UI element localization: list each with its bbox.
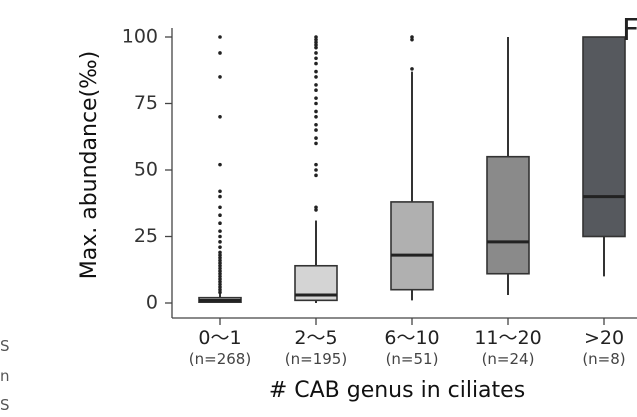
outlier-0-13 bbox=[218, 255, 222, 260]
box-0 bbox=[198, 35, 242, 304]
outlier-0-29 bbox=[218, 35, 222, 39]
outlier-0-27 bbox=[218, 75, 222, 79]
box-body-2 bbox=[390, 201, 434, 291]
x-tick-label-3: 11～20 bbox=[474, 327, 541, 349]
outlier-1-13 bbox=[314, 88, 318, 92]
outlier-0-28 bbox=[218, 51, 222, 55]
outlier-0-5 bbox=[218, 277, 222, 281]
outlier-1-7 bbox=[314, 128, 318, 132]
outlier-0-15 bbox=[218, 250, 222, 255]
outlier-1-3 bbox=[314, 168, 318, 172]
x-axis: 0～1(n=268) 2～5(n=195) 6～10(n=51) 11～20(n=24… bbox=[172, 317, 637, 368]
outlier-0-12 bbox=[218, 258, 222, 263]
outlier-0-14 bbox=[218, 253, 222, 257]
box-4 bbox=[582, 36, 626, 277]
boxes bbox=[198, 35, 626, 304]
outlier-1-18 bbox=[314, 56, 318, 61]
outlier-0-21 bbox=[218, 213, 222, 218]
outlier-1-4 bbox=[314, 162, 318, 167]
x-n-label-3: (n=24) bbox=[482, 350, 535, 368]
outlier-1-14 bbox=[314, 83, 318, 87]
outlier-2-0 bbox=[410, 67, 414, 71]
outlier-0-10 bbox=[218, 263, 222, 268]
outlier-1-12 bbox=[314, 96, 318, 100]
box-3 bbox=[486, 37, 530, 296]
outlier-1-6 bbox=[314, 136, 318, 140]
outlier-0-16 bbox=[218, 245, 222, 249]
y-tick-label-0: 0 bbox=[146, 292, 158, 314]
outlier-1-24 bbox=[314, 35, 318, 39]
outlier-0-17 bbox=[218, 240, 222, 244]
outlier-0-1 bbox=[218, 287, 222, 292]
box-2 bbox=[390, 35, 434, 301]
y-tick-label-3: 75 bbox=[134, 92, 158, 114]
outlier-2-2 bbox=[410, 35, 414, 39]
outlier-0-22 bbox=[218, 205, 222, 210]
outlier-0-8 bbox=[218, 269, 222, 273]
x-tick-label-2: 6～10 bbox=[384, 327, 439, 349]
y-tick-label-4: 100 bbox=[122, 26, 158, 48]
box-body-4 bbox=[582, 36, 626, 238]
outlier-1-9 bbox=[314, 115, 318, 119]
outlier-1-15 bbox=[314, 75, 318, 79]
outlier-1-23 bbox=[314, 37, 318, 42]
outlier-0-2 bbox=[218, 285, 222, 289]
x-axis-title: # CAB genus in ciliates bbox=[269, 378, 525, 403]
outlier-0-9 bbox=[218, 266, 222, 271]
outlier-1-1 bbox=[314, 205, 318, 210]
edge-text-2: n bbox=[0, 367, 10, 385]
box-1 bbox=[294, 35, 338, 303]
edge-text-3: S bbox=[0, 396, 10, 414]
outlier-2-1 bbox=[410, 37, 414, 42]
outlier-0-23 bbox=[218, 194, 222, 199]
y-tick-label-2: 50 bbox=[134, 159, 158, 181]
box-body-3 bbox=[486, 155, 530, 275]
outlier-0-7 bbox=[218, 271, 222, 276]
x-tick-label-1: 2～5 bbox=[294, 327, 337, 349]
outlier-1-17 bbox=[314, 61, 318, 66]
outlier-0-20 bbox=[218, 221, 222, 225]
outlier-1-21 bbox=[314, 43, 318, 47]
edge-text-1: S bbox=[0, 337, 10, 355]
outlier-1-19 bbox=[314, 51, 318, 55]
y-axis: 0 25 50 75 100 bbox=[122, 26, 173, 318]
outlier-0-25 bbox=[218, 162, 222, 167]
outlier-1-0 bbox=[314, 208, 318, 212]
x-n-label-1: (n=195) bbox=[285, 350, 347, 368]
outlier-1-10 bbox=[314, 109, 318, 114]
outlier-0-0 bbox=[218, 290, 222, 295]
outlier-1-11 bbox=[314, 101, 318, 106]
outlier-1-16 bbox=[314, 69, 318, 74]
outlier-1-20 bbox=[314, 45, 318, 50]
outlier-0-24 bbox=[218, 189, 222, 194]
x-n-label-0: (n=268) bbox=[189, 350, 251, 368]
outlier-1-22 bbox=[314, 40, 318, 45]
panel-letter: F bbox=[622, 13, 637, 48]
outlier-0-4 bbox=[218, 279, 222, 284]
outlier-0-6 bbox=[218, 274, 222, 279]
outlier-0-19 bbox=[218, 229, 222, 233]
outlier-0-26 bbox=[218, 115, 222, 119]
outlier-0-18 bbox=[218, 234, 222, 239]
outlier-1-5 bbox=[314, 141, 318, 146]
outlier-1-8 bbox=[314, 122, 318, 127]
outlier-1-2 bbox=[314, 173, 318, 178]
y-axis-title: Max. abundance(‰) bbox=[77, 51, 102, 280]
y-tick-label-1: 25 bbox=[134, 225, 158, 247]
x-n-label-2: (n=51) bbox=[386, 350, 439, 368]
outlier-0-11 bbox=[218, 261, 222, 265]
x-tick-label-0: 0～1 bbox=[198, 327, 241, 349]
outlier-0-3 bbox=[218, 282, 222, 287]
x-n-label-4: (n=8) bbox=[582, 350, 625, 368]
x-tick-label-4: >20 bbox=[584, 327, 624, 349]
